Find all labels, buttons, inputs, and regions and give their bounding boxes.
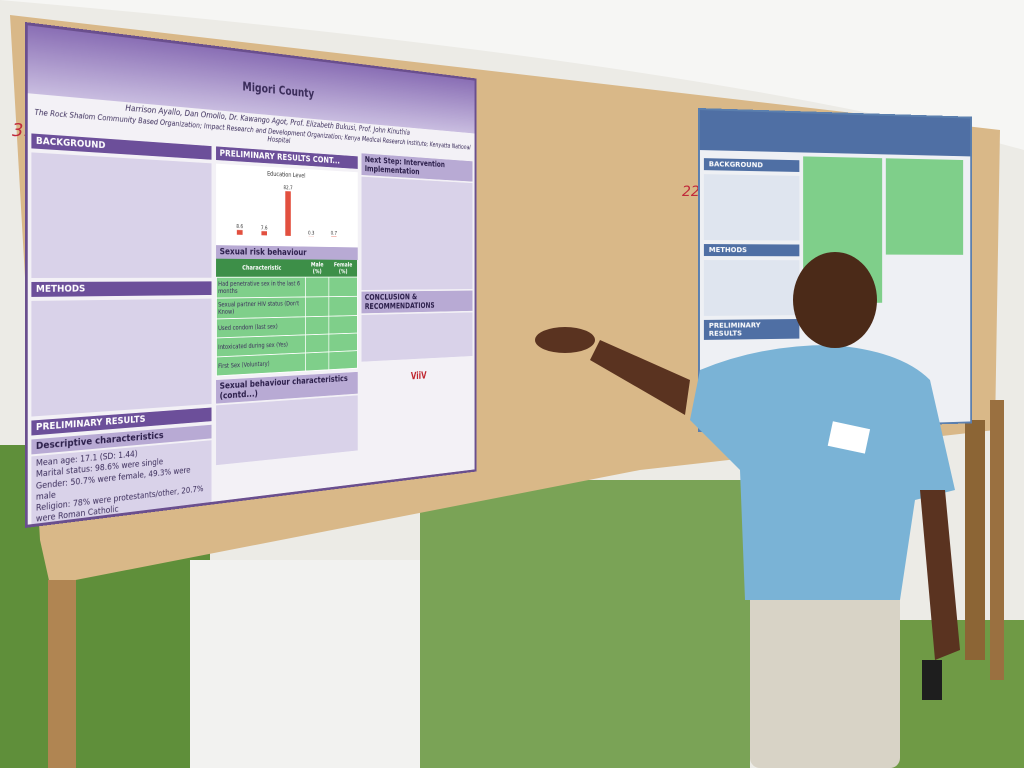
poster-left: Migori County Harrison Ayallo, Dan Omoll… <box>25 22 477 528</box>
trousers <box>750 580 900 768</box>
board-mark: 22 <box>682 184 700 200</box>
data-label: 0.7 <box>330 231 336 236</box>
name-badge <box>827 421 871 454</box>
phone <box>922 660 942 700</box>
tent-roof <box>0 0 1024 150</box>
board-leg <box>48 580 76 768</box>
bar-chart: Education Level 8.6 7.6 82.7 0.3 0.7 <box>236 170 337 237</box>
data-label: 8.6 <box>236 224 243 230</box>
grass-window <box>420 480 750 768</box>
data-label: 7.6 <box>261 226 268 232</box>
board-leg <box>990 400 1004 680</box>
board-leg <box>965 420 985 660</box>
shirt <box>690 345 955 600</box>
chart-box: Education Level 8.6 7.6 82.7 0.3 0.7 <box>215 163 358 248</box>
arm <box>590 340 690 415</box>
head <box>793 252 877 348</box>
tent-panel <box>190 560 420 768</box>
hand <box>535 327 595 353</box>
data-label: 82.7 <box>283 186 292 192</box>
data-label: 0.3 <box>308 231 315 237</box>
chart-title: Education Level <box>267 170 306 179</box>
arm <box>920 490 960 660</box>
